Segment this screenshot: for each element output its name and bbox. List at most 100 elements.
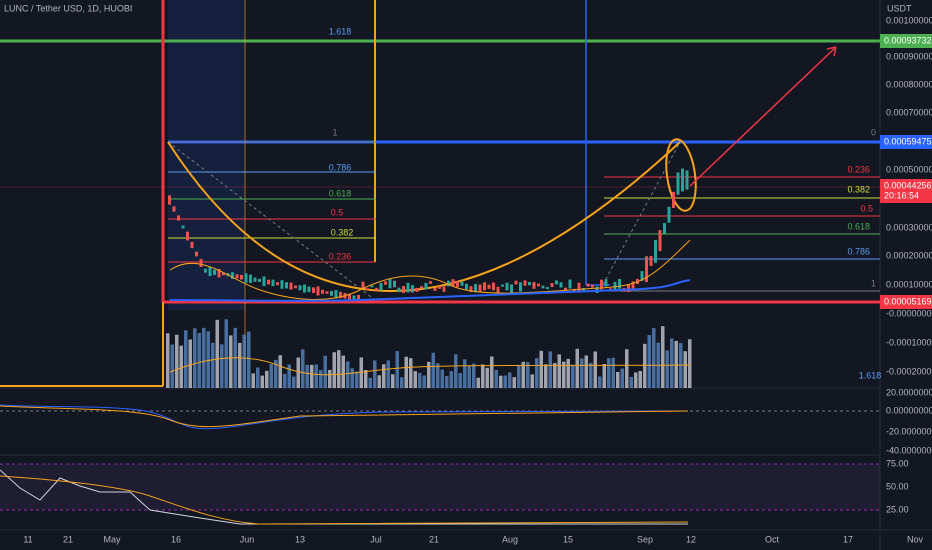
time-tick-label: Nov	[907, 534, 924, 544]
time-tick-label: Aug	[502, 534, 518, 544]
volume-bar	[269, 363, 273, 388]
volume-bar	[571, 364, 575, 388]
candle	[222, 272, 225, 276]
candle	[514, 280, 518, 285]
time-tick-label: 12	[686, 534, 696, 544]
candle	[658, 230, 662, 252]
volume-bar	[175, 334, 179, 388]
candle	[258, 278, 261, 282]
candle	[195, 251, 198, 257]
volume-bar	[193, 328, 197, 388]
volume-bar	[296, 357, 300, 388]
candle	[294, 285, 297, 289]
volume-bar	[683, 351, 687, 388]
candle	[249, 274, 252, 283]
candle	[271, 279, 275, 287]
candle	[465, 283, 468, 290]
moving-average	[169, 279, 691, 302]
candle	[649, 256, 653, 266]
macd-tick-label: -20.00000000	[886, 426, 932, 436]
projection-arrow	[689, 46, 837, 187]
volume-bar	[314, 364, 318, 388]
fib-label: 0.618	[329, 188, 352, 198]
price-tick-label: -0.00010000	[886, 337, 932, 347]
price-tick-label: 0.00090000	[886, 51, 932, 61]
fib-label: 1.618	[329, 26, 352, 36]
candle	[186, 231, 189, 241]
volume-bar	[481, 364, 485, 388]
volume-bar	[530, 374, 534, 388]
fib-label: 0.5	[331, 207, 344, 217]
volume-bar	[634, 372, 638, 388]
volume-bar	[535, 358, 539, 388]
volume-bar	[625, 349, 629, 388]
volume-bar	[382, 364, 386, 388]
time-tick-label: Sep	[637, 534, 653, 544]
time-tick-label: May	[103, 534, 121, 544]
candle	[496, 286, 500, 293]
volume-bar	[170, 344, 174, 388]
rsi-band	[0, 464, 880, 510]
volume-bar	[638, 371, 642, 388]
candle	[298, 285, 302, 291]
volume-bar	[431, 352, 435, 388]
candle	[240, 274, 243, 280]
volume-bar	[544, 364, 548, 388]
price-tick-label: 0.00080000	[886, 79, 932, 89]
candle	[276, 282, 279, 286]
macd-line	[0, 404, 689, 430]
candle	[402, 285, 405, 294]
candle	[330, 291, 333, 296]
candle	[510, 284, 513, 295]
candle	[267, 279, 270, 285]
price-badge-label: 0.00044256	[884, 180, 932, 190]
candle	[519, 282, 522, 292]
fib-label: 0.236	[329, 251, 352, 261]
volume-bar	[445, 376, 449, 388]
volume-bar	[188, 339, 192, 388]
price-tick-label: 0.00100000	[886, 15, 932, 25]
volume-bar	[620, 368, 624, 388]
candle	[181, 225, 185, 229]
volume-bar	[548, 351, 552, 388]
volume-bar	[413, 371, 417, 388]
volume-bar	[463, 359, 467, 388]
signal-line	[0, 405, 689, 428]
candle	[244, 273, 248, 283]
candle	[613, 281, 617, 290]
candle	[280, 280, 284, 289]
candle	[546, 287, 549, 290]
candle	[285, 282, 288, 289]
currency: USDT	[887, 3, 912, 13]
volume-bar	[409, 358, 413, 388]
volume-bar	[332, 352, 336, 388]
volume-bar	[472, 363, 476, 388]
time-tick-label: 21	[63, 534, 73, 544]
candle	[406, 282, 410, 293]
time-tick-label: 13	[295, 534, 305, 544]
fib-label: 0.786	[847, 246, 870, 256]
candle	[168, 195, 171, 205]
candle	[645, 256, 648, 283]
volume-bar	[364, 369, 368, 388]
rsi-line	[0, 469, 688, 525]
candle	[424, 282, 428, 290]
shaded-zone	[168, 0, 245, 310]
candle	[577, 282, 581, 293]
volume-bar	[355, 371, 359, 388]
candle	[253, 277, 257, 282]
volume-bar	[607, 358, 611, 388]
macd-tick-label: 20.00000000	[886, 387, 932, 397]
candle	[631, 281, 635, 290]
candle	[559, 282, 563, 288]
candle	[321, 289, 324, 294]
price-badge-label: 0.00093732	[884, 35, 932, 45]
candle	[654, 240, 657, 263]
volume-bar	[278, 355, 282, 388]
volume-bar	[274, 359, 278, 388]
volume-bar	[328, 369, 332, 388]
candle	[541, 285, 545, 289]
candle	[312, 287, 315, 293]
fib-label: 1	[871, 278, 876, 288]
